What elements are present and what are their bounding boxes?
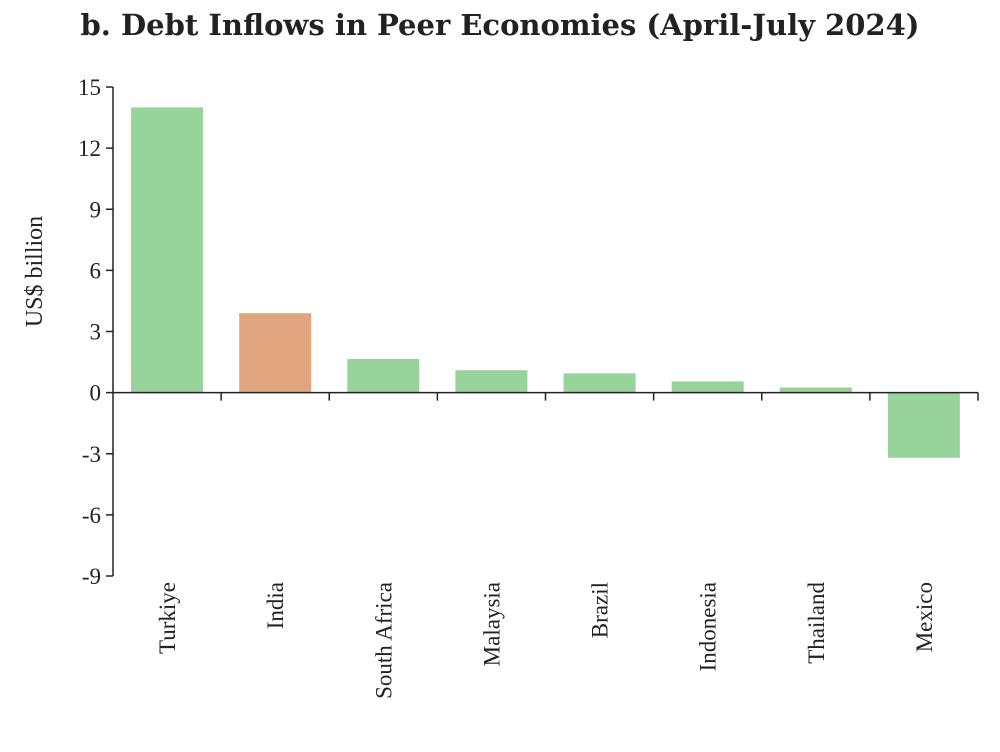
y-tick-label: 6 (90, 258, 102, 283)
x-tick-label: Malaysia (479, 582, 504, 666)
y-ticks-group: 15 12 9 6 3 0 -3 -6 -9 (78, 75, 113, 589)
y-tick-label: -9 (82, 564, 101, 589)
bar-brazil (563, 373, 636, 393)
bar-indonesia (671, 381, 744, 393)
y-tick-label: -3 (82, 442, 101, 467)
x-tick-label: India (263, 582, 288, 629)
bar-south-africa (347, 359, 420, 393)
y-tick-label: -6 (82, 503, 101, 528)
bars-group (131, 107, 960, 458)
y-axis-label: US$ billion (22, 216, 48, 327)
bar-india (239, 313, 312, 393)
y-tick-label: 12 (78, 136, 101, 161)
y-tick-label: 15 (78, 75, 101, 100)
y-tick-label: 9 (90, 197, 102, 222)
x-tick-label: South Africa (371, 582, 396, 699)
bar-malaysia (455, 370, 528, 393)
x-tick-label: Thailand (804, 582, 829, 664)
bar-mexico (887, 392, 960, 458)
bar-turkiye (131, 107, 204, 393)
x-tick-label: Turkiye (155, 582, 180, 654)
x-ticks-group: Turkiye India South Africa Malaysia Brazil In… (155, 392, 979, 699)
x-tick-label: Brazil (588, 582, 613, 638)
x-tick-label: Mexico (912, 582, 937, 652)
chart-title: b. Debt Inflows in Peer Economies (April… (80, 8, 920, 42)
x-tick-label: Indonesia (696, 582, 721, 671)
y-tick-label: 3 (90, 320, 102, 345)
y-tick-label: 0 (90, 381, 102, 406)
bar-thailand (779, 387, 852, 393)
